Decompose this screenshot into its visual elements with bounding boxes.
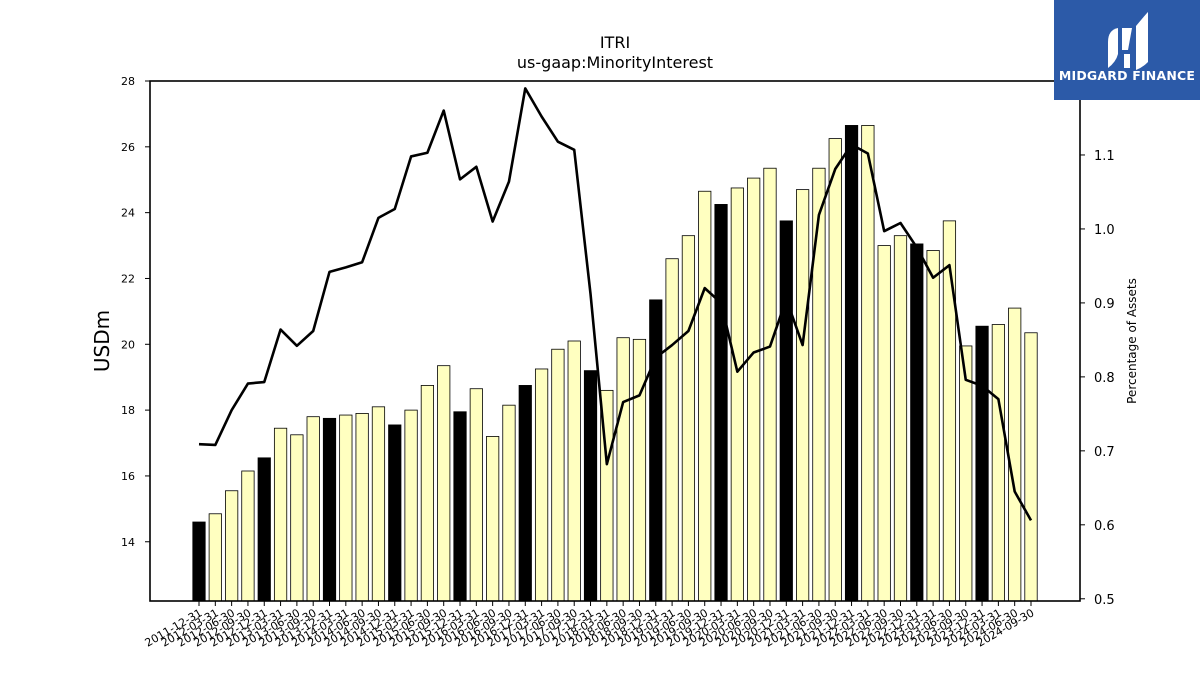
right-axis: 0.5 0.6 0.7 0.8 0.9 1.0 1.1 — [1080, 149, 1115, 608]
bar — [322, 417, 337, 602]
bar — [747, 177, 761, 602]
y2-tick-label: 0.7 — [1094, 445, 1115, 460]
plot-frame — [149, 80, 1081, 602]
bar — [877, 245, 891, 602]
bar — [486, 436, 500, 602]
bar — [991, 324, 1005, 602]
bar — [257, 457, 271, 602]
bar — [893, 235, 908, 602]
left-axis: 14 16 18 20 22 24 26 28 — [121, 75, 150, 549]
bar — [665, 258, 679, 602]
bar — [649, 299, 663, 602]
y2-tick-label: 0.9 — [1094, 297, 1115, 312]
bar — [339, 414, 353, 602]
midgard-logo-icon — [1108, 12, 1148, 70]
bar — [551, 348, 565, 602]
bar — [208, 513, 222, 602]
bar — [192, 521, 206, 602]
bar — [355, 413, 369, 602]
y2-axis-label: Percentage of Assets — [1125, 278, 1139, 404]
y-tick-label: 16 — [121, 470, 135, 483]
bar — [812, 167, 826, 602]
bar — [632, 338, 647, 602]
bar — [975, 325, 989, 602]
y-tick-label: 20 — [121, 338, 135, 351]
bar — [306, 416, 320, 602]
y-tick-label: 14 — [121, 536, 135, 549]
bar — [1008, 307, 1022, 602]
midgard-finance-logo: MIDGARD FINANCE — [1054, 0, 1200, 100]
percentage-line-series — [198, 87, 1033, 522]
bar — [453, 411, 467, 602]
bar — [502, 404, 516, 602]
bar — [534, 368, 549, 602]
bar — [779, 220, 793, 602]
y2-tick-label: 0.5 — [1094, 593, 1115, 608]
y-tick-label: 18 — [121, 404, 135, 417]
y2-tick-label: 0.6 — [1094, 519, 1115, 534]
bar — [567, 340, 581, 602]
bar — [1024, 332, 1038, 602]
bar — [714, 204, 728, 602]
bar — [420, 385, 434, 602]
bar — [616, 337, 630, 602]
y-axis-label: USDm — [90, 310, 114, 372]
bar — [583, 370, 598, 602]
bar — [910, 243, 924, 602]
bar — [959, 345, 973, 602]
y2-tick-label: 1.1 — [1094, 149, 1115, 164]
bar — [469, 388, 483, 602]
bar — [404, 409, 418, 602]
bar — [763, 167, 777, 602]
bar — [828, 138, 842, 602]
bar — [388, 424, 402, 602]
bar — [371, 406, 386, 602]
bar — [861, 125, 875, 602]
bar-series — [192, 125, 1038, 602]
bar — [844, 125, 859, 602]
bar — [241, 470, 255, 602]
chart-subtitle: us-gaap:MinorityInterest — [517, 53, 713, 72]
y-tick-label: 26 — [121, 141, 135, 154]
bar — [290, 434, 304, 602]
x-axis: 2011-12-312012-03-312012-06-302012-09-30… — [143, 601, 1037, 650]
bar — [681, 235, 696, 602]
y2-tick-label: 0.8 — [1094, 371, 1115, 386]
y-tick-label: 24 — [121, 207, 135, 220]
bar — [796, 189, 810, 602]
percentage-line — [198, 87, 1033, 522]
y-tick-label: 28 — [121, 75, 135, 88]
y2-tick-label: 1.0 — [1094, 223, 1115, 238]
bar — [942, 220, 957, 602]
bar — [730, 187, 744, 602]
bar — [225, 490, 239, 602]
bar — [518, 385, 532, 602]
y-tick-label: 22 — [121, 272, 135, 285]
logo-text: MIDGARD FINANCE — [1058, 68, 1196, 83]
bar — [437, 365, 451, 602]
bar — [273, 427, 288, 602]
bar — [926, 250, 940, 602]
bar — [698, 190, 712, 602]
chart-title: ITRI — [600, 33, 630, 52]
